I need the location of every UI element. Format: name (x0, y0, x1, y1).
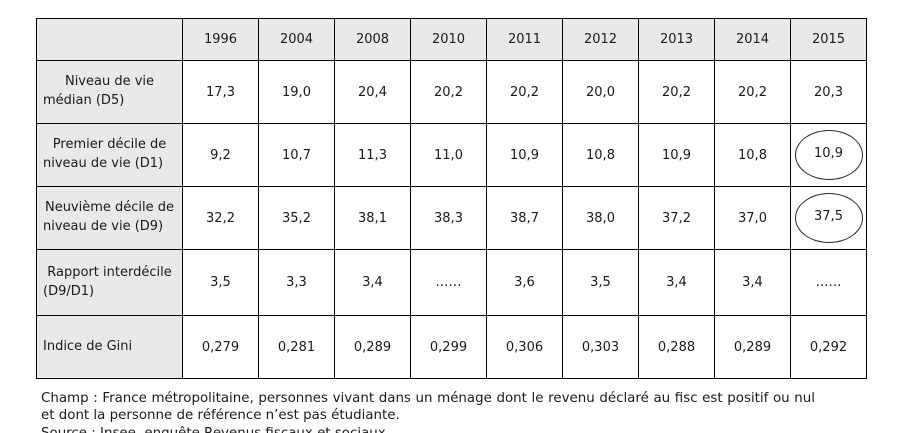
table-cell: 3,4 (714, 249, 791, 316)
table-cell: 10,9 (638, 123, 715, 187)
table-cell: 0,299 (410, 315, 487, 379)
table-row-gini: Indice de Gini 0,279 0,281 0,289 0,299 0… (36, 315, 867, 379)
table-cell: 0,303 (562, 315, 639, 379)
table-cell-circled: 37,5 (790, 186, 867, 250)
table-cell: 0,288 (638, 315, 715, 379)
table-cell: 3,4 (334, 249, 411, 316)
table-cell: 20,2 (410, 60, 487, 124)
row-label: Niveau de vie médian (D5) (36, 60, 183, 124)
year-column-header: 2012 (562, 18, 639, 61)
year-column-header: 1996 (182, 18, 259, 61)
year-column-header: 2015 (790, 18, 867, 61)
table-cell: 20,2 (486, 60, 563, 124)
table-cell: 0,289 (714, 315, 791, 379)
table-cell: 10,7 (258, 123, 335, 187)
table-cell: 3,3 (258, 249, 335, 316)
table-cell: 19,0 (258, 60, 335, 124)
year-column-header: 2013 (638, 18, 715, 61)
table-cell: 38,3 (410, 186, 487, 250)
table-cell-circled: 10,9 (790, 123, 867, 187)
table-cell: …… (410, 249, 487, 316)
table-cell: 37,0 (714, 186, 791, 250)
ellipse-annotation: 10,9 (794, 130, 863, 180)
table-cell: 10,8 (714, 123, 791, 187)
clipped-top-text: ▂▂ ▂▂ ▂▂ ▂▂ ▂▂ (44, 0, 144, 5)
table-cell: 0,281 (258, 315, 335, 379)
row-label: Rapport interdécile (D9/D1) (36, 249, 183, 316)
table-cell: 3,6 (486, 249, 563, 316)
table-header-row: 1996 2004 2008 2010 2011 2012 2013 2014 … (36, 18, 867, 61)
footnote-source-clipped: Source : Insee, enquête Revenus fiscaux … (41, 425, 741, 433)
circled-value: 37,5 (814, 208, 843, 224)
year-column-header: 2011 (486, 18, 563, 61)
row-label: Indice de Gini (36, 315, 183, 379)
table-cell: 11,3 (334, 123, 411, 187)
row-label: Neuvième décile de niveau de vie (D9) (36, 186, 183, 250)
table-cell: 20,0 (562, 60, 639, 124)
table-cell: 3,5 (182, 249, 259, 316)
table-cell: 20,2 (638, 60, 715, 124)
table-cell: 32,2 (182, 186, 259, 250)
row-label: Premier décile de niveau de vie (D1) (36, 123, 183, 187)
table-row-d1: Premier décile de niveau de vie (D1) 9,2… (36, 123, 867, 187)
table-cell: 17,3 (182, 60, 259, 124)
year-column-header: 2014 (714, 18, 791, 61)
statistics-table-wrapper: 1996 2004 2008 2010 2011 2012 2013 2014 … (36, 18, 867, 379)
table-cell: 38,1 (334, 186, 411, 250)
table-cell: 35,2 (258, 186, 335, 250)
circled-value: 10,9 (814, 145, 843, 161)
table-cell: 10,9 (486, 123, 563, 187)
year-column-header: 2004 (258, 18, 335, 61)
table-cell: 10,8 (562, 123, 639, 187)
ellipse-annotation: 37,5 (794, 193, 863, 243)
table-cell: 3,4 (638, 249, 715, 316)
table-row-interdecile: Rapport interdécile (D9/D1) 3,5 3,3 3,4 … (36, 249, 867, 316)
year-column-header: 2010 (410, 18, 487, 61)
table-cell: 0,279 (182, 315, 259, 379)
footnote-champ: Champ : France métropolitaine, personnes… (41, 391, 815, 423)
table-cell: 38,7 (486, 186, 563, 250)
table-cell: 11,0 (410, 123, 487, 187)
table-cell: 20,3 (790, 60, 867, 124)
table-corner-empty (36, 18, 183, 61)
table-cell: …… (790, 249, 867, 316)
table-cell: 9,2 (182, 123, 259, 187)
statistics-table: 1996 2004 2008 2010 2011 2012 2013 2014 … (36, 18, 867, 379)
table-cell: 20,2 (714, 60, 791, 124)
table-cell: 0,306 (486, 315, 563, 379)
table-cell: 0,292 (790, 315, 867, 379)
table-cell: 37,2 (638, 186, 715, 250)
table-row-median: Niveau de vie médian (D5) 17,3 19,0 20,4… (36, 60, 867, 124)
table-row-d9: Neuvième décile de niveau de vie (D9) 32… (36, 186, 867, 250)
table-cell: 0,289 (334, 315, 411, 379)
year-column-header: 2008 (334, 18, 411, 61)
table-cell: 38,0 (562, 186, 639, 250)
table-cell: 20,4 (334, 60, 411, 124)
table-cell: 3,5 (562, 249, 639, 316)
